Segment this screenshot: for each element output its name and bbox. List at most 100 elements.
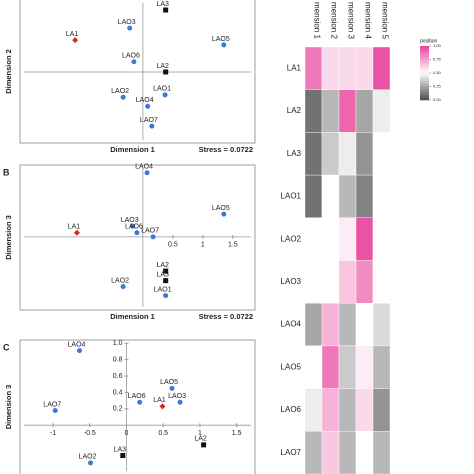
point [163,268,169,274]
row-label: LA2 [287,106,302,115]
heat-cell [321,46,340,90]
point [120,453,126,459]
stress-annotation: Stress = 0.0722 [199,312,253,321]
y-axis-title: Dimension 3 [4,385,13,430]
column-label: mension 5 [380,2,389,39]
heat-cell [304,46,323,90]
x-tick-label: 1 [201,242,205,249]
point [120,284,126,290]
heat-cell [372,217,391,261]
y-axis-title: Dimension 2 [4,49,13,94]
heat-cell [355,132,374,176]
x-tick-label: -1 [50,430,56,437]
point-label: LA2 [156,262,169,269]
point [201,442,207,448]
heat-cell [338,345,357,389]
point [163,278,169,284]
point [73,229,80,236]
row-label: LAO4 [281,320,302,329]
heat-cell [338,260,357,304]
point-label: LAO1 [154,286,172,293]
point-label: LAO6 [122,53,140,60]
heat-cell [304,303,323,347]
point [163,7,169,13]
row-label: LAO6 [281,405,302,414]
point-label: LA3 [156,271,169,278]
heat-cell [338,303,357,347]
heat-cell [355,217,374,261]
y-tick-label: 0.6 [113,373,123,380]
colorbar-segment [420,46,429,49]
x-tick-label: -0.5 [84,430,96,437]
x-axis-title: Dimension 1 [110,312,155,321]
column-label: mension 1 [312,2,321,39]
point-label: LAO5 [212,205,230,212]
heat-cell [355,345,374,389]
heat-cell [372,345,391,389]
point-label: LAO3 [118,19,136,26]
point-label: LAO6 [125,224,143,231]
heat-cell [372,174,391,219]
heat-cell [338,431,357,474]
y-axis-title: Dimension 3 [4,215,13,260]
point-label: LAO2 [111,277,129,284]
y-tick-label: 0.8 [113,357,123,364]
point-label: LA3 [114,446,127,453]
panel-label: B [3,167,10,177]
row-label: LA3 [287,149,302,158]
heat-cell [321,89,340,133]
heat-cell [355,431,374,474]
point-label: LAO1 [153,86,171,93]
x-tick-label: 0.5 [158,430,168,437]
colorbar-segment [420,54,429,58]
point-label: LAO3 [168,393,186,400]
heat-cell [372,46,391,90]
row-label: LA1 [287,63,302,72]
x-tick-label: 1.5 [228,242,238,249]
heat-cell [304,345,323,389]
colorbar-segment [420,94,429,98]
plot-frame [19,0,256,144]
heat-cell [338,89,357,133]
heat-cell [304,217,323,261]
point [163,69,169,75]
heat-cell [338,46,357,90]
x-tick-label: 1.5 [232,430,242,437]
heat-cell [372,89,391,133]
colorbar-segment [420,75,429,79]
heat-cell [355,303,374,347]
point-label: LAO5 [160,379,178,386]
heat-cell [321,174,340,219]
column-label: mension 4 [363,2,372,39]
x-axis-title: Dimension 1 [110,145,155,154]
point [120,94,126,100]
point-label: LAO4 [136,97,154,104]
point [177,399,183,405]
heat-cell [304,388,323,432]
row-label: LAO7 [281,448,302,457]
point [72,37,79,44]
point-label: LAO3 [121,217,139,224]
point-label: LAO7 [140,117,158,124]
heat-cell [304,260,323,304]
row-label: LAO2 [281,234,302,243]
point-label: LAO2 [79,454,97,461]
heat-cell [338,132,357,176]
point [88,460,93,466]
x-tick-label: 0 [125,430,129,437]
heat-cell [321,217,340,261]
point-label: LA3 [156,1,169,8]
heat-cell [321,260,340,304]
heat-cell [321,303,340,347]
point-label: LAO7 [43,401,61,408]
colorbar-tick-label: 1.00 [433,43,442,48]
point-label: LAO5 [212,36,230,43]
point [137,399,143,405]
heat-cell [372,303,391,347]
heat-cell [355,388,374,432]
point [162,92,168,98]
heat-cell [304,431,323,474]
colorbar-segment [420,73,429,76]
y-tick-label: 0.4 [113,389,123,396]
